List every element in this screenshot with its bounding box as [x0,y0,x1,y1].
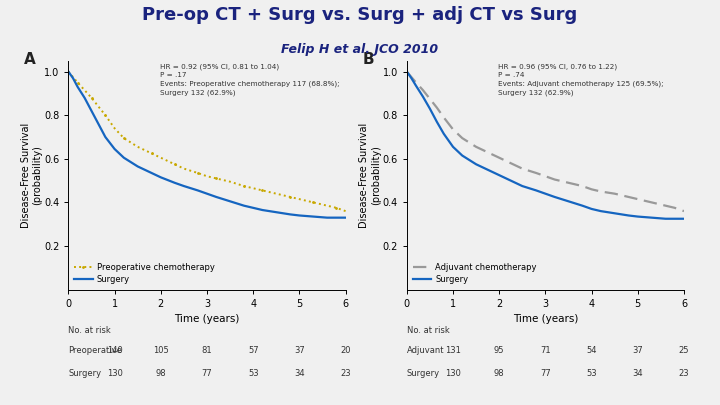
Legend: Adjuvant chemotherapy, Surgery: Adjuvant chemotherapy, Surgery [411,262,539,286]
Text: B: B [362,51,374,66]
Text: 81: 81 [202,346,212,355]
Text: 140: 140 [107,346,122,355]
Text: HR = 0.96 (95% CI, 0.76 to 1.22)
P = .74
Events: Adjuvant chemotherapy 125 (69.5: HR = 0.96 (95% CI, 0.76 to 1.22) P = .74… [498,63,664,96]
Text: 98: 98 [494,369,505,377]
Text: 130: 130 [107,369,122,377]
Text: 98: 98 [156,369,166,377]
X-axis label: Time (years): Time (years) [513,314,578,324]
Text: 20: 20 [341,346,351,355]
Text: Adjuvant: Adjuvant [407,346,444,355]
Text: 95: 95 [494,346,505,355]
Text: Felip H et al. JCO 2010: Felip H et al. JCO 2010 [282,43,438,55]
Text: 71: 71 [540,346,551,355]
Text: 37: 37 [632,346,643,355]
X-axis label: Time (years): Time (years) [174,314,240,324]
Text: 34: 34 [632,369,643,377]
Text: Surgery: Surgery [407,369,440,377]
Text: 131: 131 [445,346,461,355]
Text: Pre-op CT + Surg vs. Surg + adj CT vs Surg: Pre-op CT + Surg vs. Surg + adj CT vs Su… [143,6,577,24]
Text: 54: 54 [586,346,597,355]
Text: 25: 25 [679,346,689,355]
Text: Preoperative: Preoperative [68,346,122,355]
Text: A: A [24,51,36,66]
Text: Surgery: Surgery [68,369,102,377]
Y-axis label: Disease-Free Survival
(probability): Disease-Free Survival (probability) [359,123,381,228]
Text: 130: 130 [445,369,461,377]
Text: 34: 34 [294,369,305,377]
Text: 77: 77 [202,369,212,377]
Text: 23: 23 [341,369,351,377]
Text: 53: 53 [248,369,258,377]
Text: 53: 53 [586,369,597,377]
Legend: Preoperative chemotherapy, Surgery: Preoperative chemotherapy, Surgery [73,262,216,286]
Text: No. at risk: No. at risk [68,326,111,335]
Text: 57: 57 [248,346,258,355]
Text: No. at risk: No. at risk [407,326,449,335]
Text: 37: 37 [294,346,305,355]
Text: HR = 0.92 (95% CI, 0.81 to 1.04)
P = .17
Events: Preoperative chemotherapy 117 (: HR = 0.92 (95% CI, 0.81 to 1.04) P = .17… [160,63,339,96]
Text: 77: 77 [540,369,551,377]
Text: 23: 23 [679,369,689,377]
Y-axis label: Disease-Free Survival
(probability): Disease-Free Survival (probability) [21,123,42,228]
Text: 105: 105 [153,346,168,355]
